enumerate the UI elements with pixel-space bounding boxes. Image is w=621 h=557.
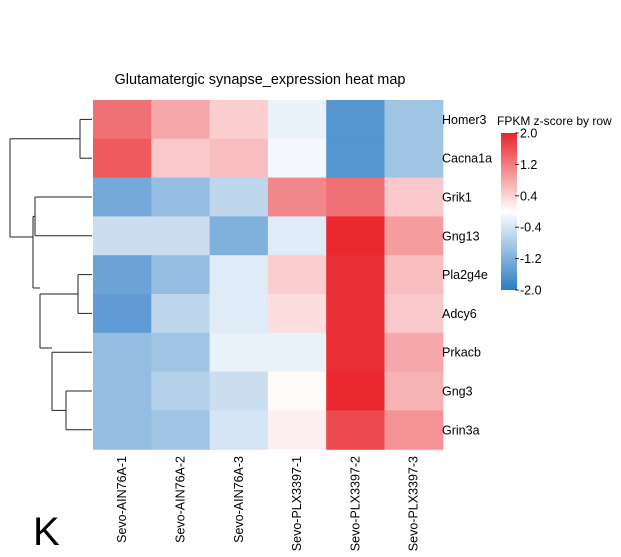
column-label: Sevo-PLX3397-2	[348, 456, 362, 551]
heatmap-cell	[209, 216, 269, 256]
row-label: Homer3	[442, 113, 487, 127]
row-label: Gng13	[442, 229, 480, 243]
heatmap-cell	[267, 371, 327, 411]
heatmap-cell	[93, 255, 152, 295]
heatmap-cell	[384, 294, 444, 334]
heatmap-cell	[209, 410, 269, 450]
colorbar-tick-label: 2.0	[520, 127, 537, 141]
colorbar-ticks: 2.0 1.2 0.4 -0.4 -1.2 -2.0	[515, 127, 542, 298]
heatmap-cell	[384, 100, 444, 140]
heatmap-cell	[384, 410, 444, 450]
heatmap-cell	[209, 371, 269, 411]
heatmap-cells	[93, 100, 444, 450]
row-labels: Homer3 Cacna1a Grik1 Gng13 Pla2g4e Adcy6 Prkac…	[442, 113, 492, 437]
column-label: Sevo-AIN76A-1	[115, 456, 129, 543]
heatmap-cell	[326, 255, 386, 295]
column-label: Sevo-PLX3397-1	[290, 456, 304, 551]
row-label: Prkacb	[442, 346, 481, 360]
heatmap-cell	[93, 138, 152, 179]
row-label: Gng3	[442, 385, 473, 399]
heatmap-cell	[384, 371, 444, 411]
row-label: Pla2g4e	[442, 268, 488, 282]
heatmap-cell	[209, 138, 269, 179]
heatmap-cell	[267, 100, 327, 140]
heatmap-cell	[267, 294, 327, 334]
heatmap-cell	[384, 255, 444, 295]
colorbar-title: FPKM z-score by row	[497, 114, 612, 128]
heatmap-cell	[326, 177, 386, 217]
row-label: Adcy6	[442, 307, 477, 321]
heatmap-cell	[151, 216, 211, 256]
heatmap-cell	[151, 177, 211, 217]
heatmap-cell	[151, 255, 211, 295]
heatmap-cell	[326, 216, 386, 256]
heatmap-cell	[384, 177, 444, 217]
heatmap-cell	[151, 294, 211, 334]
column-label: Sevo-AIN76A-2	[173, 456, 187, 543]
heatmap-cell	[267, 332, 327, 373]
heatmap-cell	[267, 410, 327, 450]
heatmap-cell	[93, 100, 152, 140]
heatmap-cell	[326, 371, 386, 411]
heatmap-cell	[326, 100, 386, 140]
row-label: Grik1	[442, 191, 472, 205]
colorbar-tick-label: -0.4	[520, 221, 542, 235]
heatmap-cell	[209, 332, 269, 373]
colorbar-tick-label: -2.0	[520, 284, 542, 298]
heatmap-cell	[93, 216, 152, 256]
chart-title: Glutamatergic synapse_expression heat ma…	[115, 72, 406, 88]
heatmap-cell	[326, 294, 386, 334]
colorbar	[501, 133, 517, 290]
heatmap-cell	[93, 332, 152, 373]
heatmap-cell	[93, 294, 152, 334]
heatmap-cell	[209, 255, 269, 295]
heatmap-cell	[384, 138, 444, 179]
heatmap-cell	[326, 138, 386, 179]
heatmap-cell	[267, 177, 327, 217]
colorbar-tick-label: 0.4	[520, 189, 537, 203]
heatmap-cell	[93, 177, 152, 217]
heatmap-cell	[326, 332, 386, 373]
column-label: Sevo-AIN76A-3	[232, 456, 246, 543]
heatmap-cell	[151, 138, 211, 179]
row-label: Grin3a	[442, 423, 480, 437]
panel-label: K	[33, 510, 60, 554]
column-labels: Sevo-AIN76A-1 Sevo-AIN76A-2 Sevo-AIN76A-3 S…	[115, 456, 421, 551]
heatmap-cell	[209, 177, 269, 217]
heatmap-cell	[209, 100, 269, 140]
row-dendrogram	[9, 118, 92, 431]
heatmap-cell	[151, 100, 211, 140]
heatmap-cell	[267, 216, 327, 256]
heatmap-cell	[326, 410, 386, 450]
colorbar-tick-label: -1.2	[520, 252, 542, 266]
heatmap-cell	[267, 255, 327, 295]
row-label: Cacna1a	[442, 152, 492, 166]
column-label: Sevo-PLX3397-3	[407, 456, 421, 551]
heatmap-cell	[93, 371, 152, 411]
heatmap-cell	[93, 410, 152, 450]
heatmap-cell	[384, 332, 444, 373]
heatmap-cell	[151, 410, 211, 450]
heatmap-cell	[384, 216, 444, 256]
heatmap-cell	[209, 294, 269, 334]
heatmap-cell	[267, 138, 327, 179]
heatmap-cell	[151, 332, 211, 373]
colorbar-tick-label: 1.2	[520, 158, 537, 172]
heatmap-cell	[151, 371, 211, 411]
